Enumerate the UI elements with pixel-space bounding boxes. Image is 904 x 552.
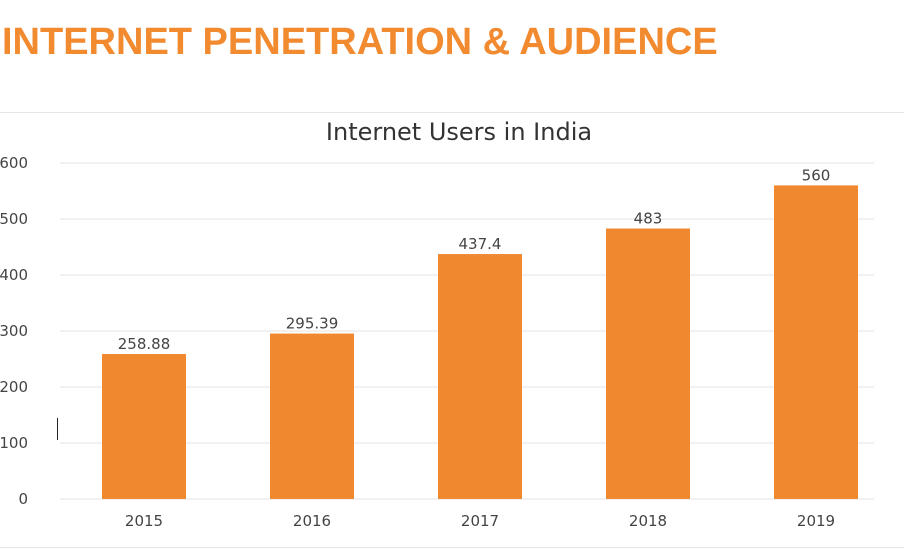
data-label: 560 bbox=[802, 166, 831, 184]
x-tick-label: 2016 bbox=[293, 512, 331, 530]
data-label: 437.4 bbox=[459, 235, 502, 253]
x-tick-label: 2018 bbox=[629, 512, 667, 530]
y-tick-label: 100 bbox=[0, 434, 28, 452]
chart-title: Internet Users in India bbox=[326, 118, 592, 146]
data-labels: 258.88 295.39 437.4 483 560 bbox=[118, 166, 831, 353]
y-tick-label: 200 bbox=[0, 378, 28, 396]
data-label: 483 bbox=[634, 210, 663, 228]
bar-chart: Internet Users in India 0 100 200 300 400 500… bbox=[0, 118, 874, 530]
y-tick-label: 400 bbox=[0, 266, 28, 284]
x-tick-label: 2017 bbox=[461, 512, 499, 530]
y-axis-ticks: 0 100 200 300 400 500 600 bbox=[0, 154, 28, 508]
bars bbox=[102, 185, 858, 499]
x-tick-label: 2015 bbox=[125, 512, 163, 530]
y-tick-label: 500 bbox=[0, 210, 28, 228]
page-heading: INTERNET PENETRATION & AUDIENCE bbox=[2, 21, 718, 63]
y-tick-label: 600 bbox=[0, 154, 28, 172]
x-tick-label: 2019 bbox=[797, 512, 835, 530]
bar bbox=[774, 185, 858, 499]
bar bbox=[102, 354, 186, 499]
y-tick-label: 0 bbox=[18, 490, 28, 508]
data-label: 295.39 bbox=[286, 315, 339, 333]
chart-panel: Internet Users in India 0 100 200 300 400 500… bbox=[0, 112, 904, 548]
bar bbox=[270, 333, 354, 499]
data-label: 258.88 bbox=[118, 335, 171, 353]
bar bbox=[606, 228, 690, 499]
y-tick-label: 300 bbox=[0, 322, 28, 340]
text-cursor-mark bbox=[57, 418, 58, 440]
x-axis-ticks: 2015 2016 2017 2018 2019 bbox=[125, 512, 835, 530]
bar bbox=[438, 254, 522, 499]
